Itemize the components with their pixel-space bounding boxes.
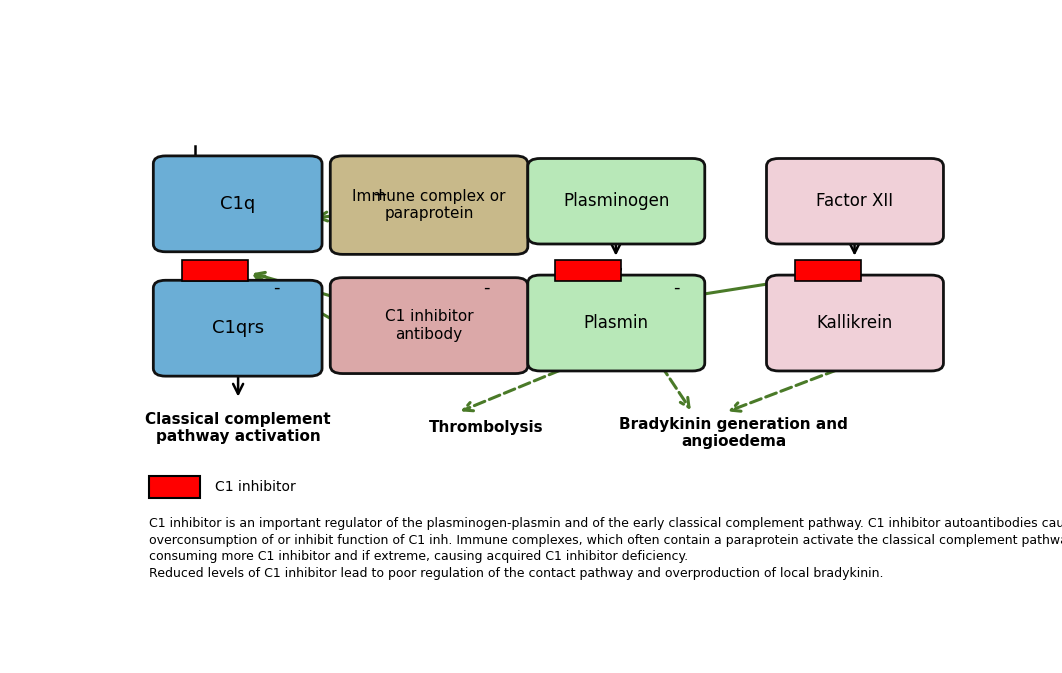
Text: C1 inhibitor: C1 inhibitor: [215, 480, 296, 494]
Text: overconsumption of or inhibit function of C1 inh. Immune complexes, which often : overconsumption of or inhibit function o…: [149, 534, 1062, 547]
FancyBboxPatch shape: [528, 159, 705, 244]
Text: consuming more C1 inhibitor and if extreme, causing acquired C1 inhibitor defici: consuming more C1 inhibitor and if extre…: [149, 551, 688, 563]
Text: Plasmin: Plasmin: [584, 314, 649, 332]
FancyBboxPatch shape: [528, 275, 705, 371]
Text: C1 inhibitor is an important regulator of the plasminogen-plasmin and of the ear: C1 inhibitor is an important regulator o…: [149, 518, 1062, 530]
Bar: [149, 476, 201, 498]
Text: Bradykinin generation and
angioedema: Bradykinin generation and angioedema: [619, 417, 849, 450]
FancyBboxPatch shape: [330, 278, 528, 374]
Bar: [555, 260, 621, 281]
Text: -: -: [483, 279, 490, 297]
FancyBboxPatch shape: [767, 159, 943, 244]
Text: -: -: [274, 279, 280, 297]
Bar: [795, 260, 861, 281]
Text: C1 inhibitor
antibody: C1 inhibitor antibody: [384, 310, 474, 342]
Bar: [183, 260, 249, 281]
FancyBboxPatch shape: [767, 275, 943, 371]
Text: -: -: [672, 279, 680, 297]
Text: Thrombolysis: Thrombolysis: [429, 421, 544, 435]
FancyBboxPatch shape: [330, 156, 528, 254]
Text: Factor XII: Factor XII: [817, 192, 893, 210]
Text: C1q: C1q: [220, 195, 255, 213]
Text: Reduced levels of C1 inhibitor lead to poor regulation of the contact pathway an: Reduced levels of C1 inhibitor lead to p…: [149, 567, 884, 580]
Text: Classical complement
pathway activation: Classical complement pathway activation: [145, 412, 331, 444]
FancyBboxPatch shape: [153, 156, 322, 252]
Text: +: +: [372, 186, 388, 204]
Text: Kallikrein: Kallikrein: [817, 314, 893, 332]
Text: Immune complex or
paraprotein: Immune complex or paraprotein: [353, 189, 506, 221]
Text: C1qrs: C1qrs: [211, 319, 263, 337]
Text: Plasminogen: Plasminogen: [563, 192, 669, 210]
FancyBboxPatch shape: [153, 280, 322, 376]
